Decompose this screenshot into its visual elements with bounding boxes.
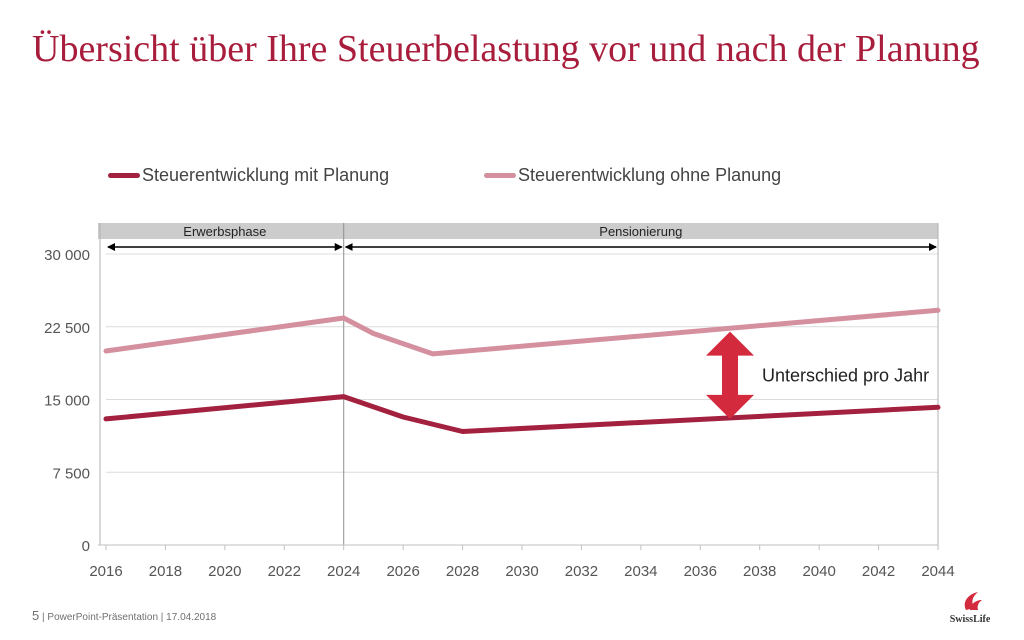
legend-swatch-with-planning xyxy=(108,172,140,178)
series-line-with-planning xyxy=(103,394,941,434)
y-tick-label: 15 000 xyxy=(44,393,90,410)
legend-label-without-planning: Steuerentwicklung ohne Planung xyxy=(518,164,782,185)
y-tick-label: 7 500 xyxy=(52,465,90,482)
x-tick-label: 2028 xyxy=(446,563,479,580)
footer-separator: | xyxy=(42,612,48,623)
chart-legend: Steuerentwicklung mit Planung Steuerentw… xyxy=(108,160,1008,190)
x-tick-label: 2026 xyxy=(386,563,419,580)
legend-item-with-planning: Steuerentwicklung mit Planung xyxy=(108,160,389,190)
page-number: 5 xyxy=(32,608,40,623)
x-tick-label: 2030 xyxy=(505,563,538,580)
logo-text: SwissLife xyxy=(949,614,991,625)
phase-band xyxy=(98,223,344,239)
x-tick-label: 2018 xyxy=(149,563,182,580)
footer: 5 | PowerPoint-Präsentation | 17.04.2018 xyxy=(32,608,216,623)
y-tick-label: 0 xyxy=(82,538,90,555)
legend-item-without-planning: Steuerentwicklung ohne Planung xyxy=(484,160,781,190)
x-tick-label: 2016 xyxy=(89,563,122,580)
x-tick-label: 2040 xyxy=(802,563,835,580)
x-tick-label: 2022 xyxy=(268,563,301,580)
difference-arrow xyxy=(706,331,754,419)
x-tick-label: 2038 xyxy=(743,563,776,580)
x-tick-label: 2020 xyxy=(208,563,241,580)
x-tick-label: 2024 xyxy=(327,563,360,580)
x-tick-label: 2034 xyxy=(624,563,657,580)
series-line-without-planning xyxy=(103,307,941,357)
x-tick-label: 2032 xyxy=(565,563,598,580)
phase-label: Pensionierung xyxy=(599,224,682,239)
legend-swatch-without-planning xyxy=(484,172,516,178)
x-tick-label: 2036 xyxy=(684,563,717,580)
page-title: Übersicht über Ihre Steuerbelastung vor … xyxy=(32,28,980,70)
phase-band xyxy=(343,223,938,239)
x-tick-label: 2042 xyxy=(862,563,895,580)
legend-label-with-planning: Steuerentwicklung mit Planung xyxy=(142,164,390,185)
logo-mark-icon xyxy=(964,592,982,610)
y-tick-label: 22 500 xyxy=(44,320,90,337)
y-tick-label: 30 000 xyxy=(44,247,90,264)
difference-annotation: Unterschied pro Jahr xyxy=(762,365,929,385)
phase-label: Erwerbsphase xyxy=(183,224,266,239)
footer-text: PowerPoint-Präsentation | 17.04.2018 xyxy=(47,612,217,623)
swisslife-logo: SwissLife xyxy=(940,588,1000,632)
line-chart: Erwerbsphase Pensionierung 2016 2018 2020 202… xyxy=(44,223,955,580)
x-tick-label: 2044 xyxy=(921,563,954,580)
